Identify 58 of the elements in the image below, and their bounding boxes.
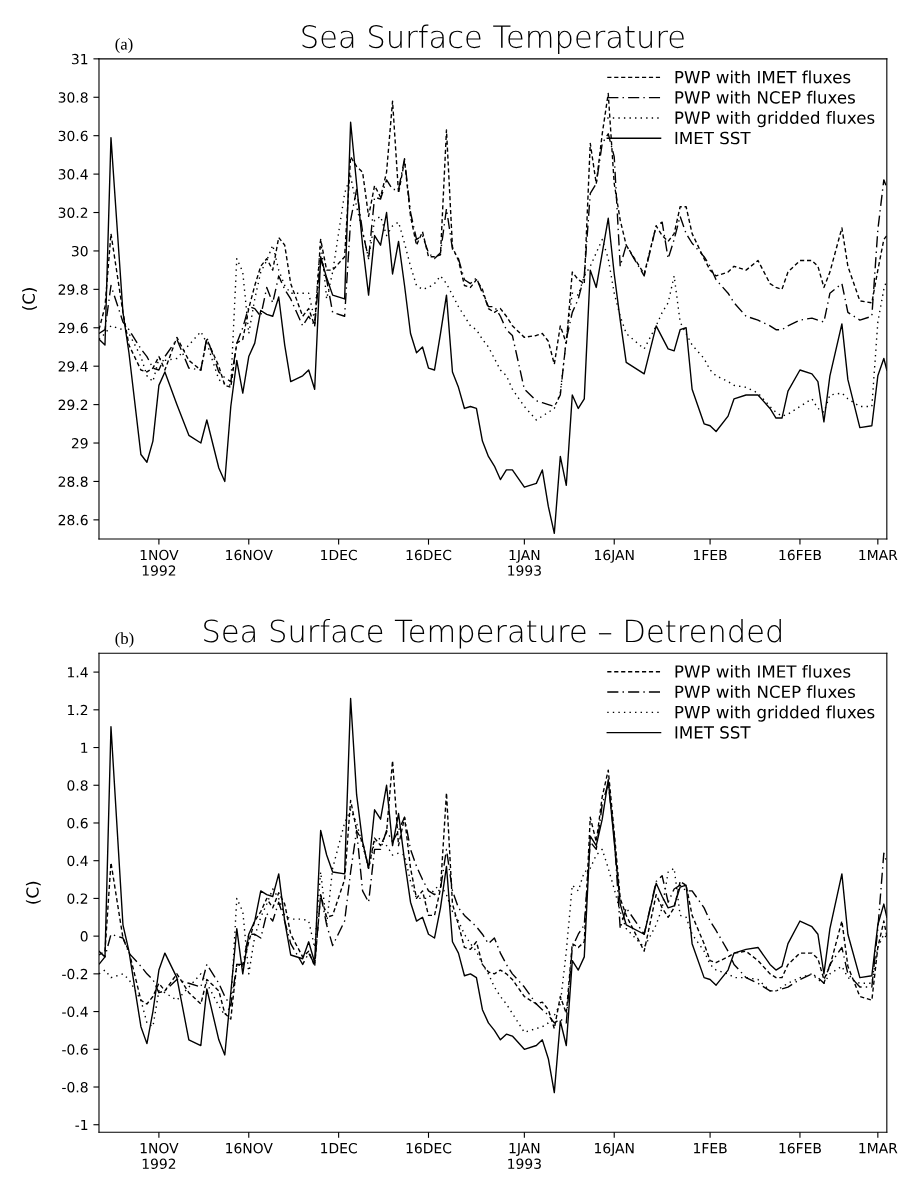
x-tick-label: 1DEC — [321, 549, 357, 561]
y-tick-label: 29.8 — [58, 284, 88, 295]
x-tick-label: 1JAN 1993 — [508, 549, 541, 576]
y-tick-label: -1 — [75, 1119, 88, 1131]
x-tick-label: 1DEC — [321, 1142, 357, 1154]
x-tick-label: 16FEB — [779, 1142, 821, 1154]
y-axis-title: (C) — [25, 881, 41, 904]
x-tick-label: 1NOV 1992 — [140, 1142, 179, 1169]
x-tick-label: 16DEC — [406, 1142, 452, 1154]
y-tick-label: 0 — [80, 931, 88, 942]
legend-label: PWP with IMET fluxes — [675, 664, 851, 678]
y-tick-label: 29.2 — [58, 399, 88, 411]
y-tick-label: 28.6 — [58, 514, 88, 526]
y-tick-label: 29.4 — [58, 361, 88, 372]
x-tick-label: 1JAN 1993 — [508, 1143, 541, 1169]
y-tick-label: 0.6 — [67, 817, 88, 829]
chart-title: Sea Surface Temperature – Detrended — [204, 618, 781, 649]
legend-label: IMET SST — [675, 726, 751, 739]
y-tick-label: 29 — [71, 437, 88, 449]
y-tick-label: 30 — [71, 245, 88, 257]
y-tick-label: 1 — [81, 742, 88, 753]
legend-label: PWP with gridded fluxes — [675, 111, 875, 128]
y-tick-label: 0.8 — [67, 780, 88, 791]
y-tick-label: -0.2 — [62, 968, 88, 980]
legend-label: IMET SST — [675, 131, 751, 145]
text: (b) — [115, 632, 134, 648]
chart-title: Sea Surface Temperature — [302, 24, 684, 55]
legend-label: PWP with NCEP fluxes — [675, 90, 855, 104]
x-tick-label: 1FEB — [694, 1143, 727, 1154]
text: (a) — [115, 37, 133, 54]
y-tick-label: -0.4 — [62, 1006, 88, 1018]
x-tick-label: 16JAN — [595, 549, 634, 563]
x-tick-label: 1NOV 1992 — [140, 549, 179, 576]
x-tick-label: 1MAR — [859, 1143, 898, 1154]
y-tick-label: 31 — [71, 53, 88, 65]
y-tick-label: 30.8 — [58, 92, 88, 103]
y-tick-label: 30.2 — [58, 207, 88, 218]
y-tick-label: 28.8 — [58, 476, 88, 487]
y-tick-label: -0.8 — [62, 1081, 88, 1093]
x-tick-label: 16FEB — [779, 549, 821, 561]
y-tick-label: 1.2 — [68, 704, 88, 716]
y-tick-label: 29.6 — [58, 322, 88, 334]
x-tick-label: 16JAN — [595, 1142, 634, 1157]
y-tick-label: 1.4 — [68, 667, 88, 678]
legend-label: PWP with gridded fluxes — [675, 705, 875, 722]
x-tick-label: 1MAR — [859, 549, 898, 561]
y-tick-label: 0.4 — [67, 855, 88, 867]
y-tick-label: -0.6 — [62, 1044, 88, 1055]
y-axis-title: (C) — [22, 288, 37, 310]
legend-label: PWP with NCEP fluxes — [675, 685, 855, 699]
x-tick-label: 1FEB — [694, 549, 727, 561]
y-tick-label: 30.4 — [58, 169, 88, 180]
x-tick-label: 16DEC — [406, 549, 452, 561]
y-tick-label: 30.6 — [58, 130, 88, 142]
legend-label: PWP with IMET fluxes — [675, 70, 851, 84]
y-tick-label: 0.2 — [67, 893, 88, 904]
x-tick-label: 16NOV — [226, 549, 273, 561]
x-tick-label: 16NOV — [226, 1142, 273, 1154]
